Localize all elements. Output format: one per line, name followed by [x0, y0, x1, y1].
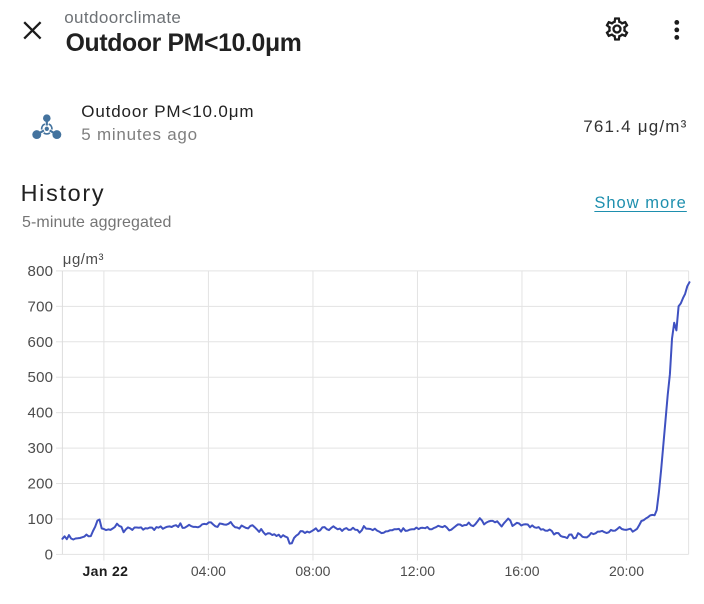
svg-text:100: 100 — [28, 511, 54, 528]
svg-text:400: 400 — [28, 405, 54, 422]
svg-text:500: 500 — [28, 369, 54, 386]
svg-text:800: 800 — [28, 263, 54, 280]
svg-text:20:00: 20:00 — [609, 563, 644, 579]
svg-text:200: 200 — [28, 476, 54, 493]
svg-text:12:00: 12:00 — [400, 563, 435, 579]
svg-text:0: 0 — [45, 546, 54, 563]
svg-text:Jan 22: Jan 22 — [83, 563, 129, 579]
svg-text:08:00: 08:00 — [295, 563, 330, 579]
svg-text:04:00: 04:00 — [191, 563, 226, 579]
svg-text:700: 700 — [28, 298, 54, 315]
svg-text:16:00: 16:00 — [504, 563, 539, 579]
svg-text:μg/m³: μg/m³ — [63, 251, 104, 268]
svg-text:600: 600 — [28, 334, 54, 351]
svg-text:300: 300 — [28, 440, 54, 457]
